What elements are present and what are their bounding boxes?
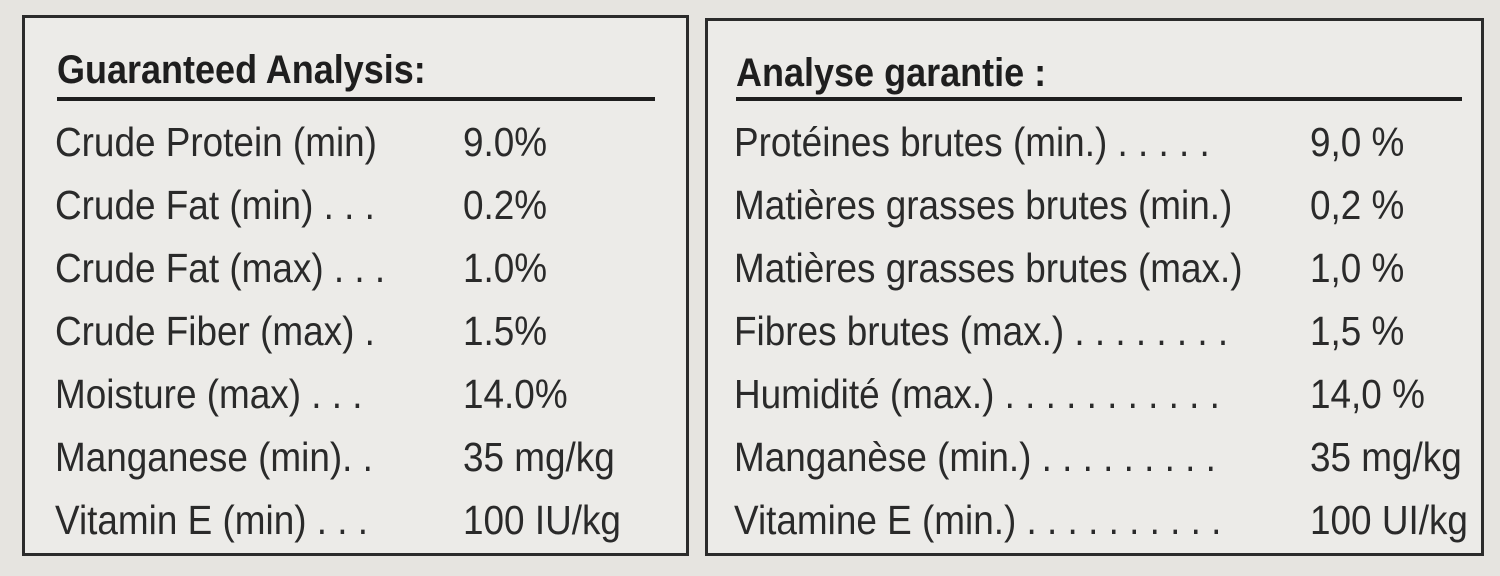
nutrient-value: 0,2 % — [1310, 182, 1405, 228]
nutrient-label: Matières grasses brutes (max.) — [734, 245, 1243, 291]
nutrient-label: Manganese (min). . — [55, 434, 373, 480]
nutrient-label: Crude Protein (min) — [55, 119, 377, 165]
nutrient-value: 1,5 % — [1310, 308, 1405, 354]
nutrient-label: Crude Fat (min) . . . — [55, 182, 375, 228]
nutrient-value: 1.5% — [463, 308, 548, 354]
french-analysis-panel: Analyse garantie : Protéines brutes (min… — [705, 18, 1484, 556]
nutrient-value: 1.0% — [463, 245, 548, 291]
nutrient-value: 1,0 % — [1310, 245, 1405, 291]
nutrient-value: 0.2% — [463, 182, 548, 228]
nutrient-label: Crude Fat (max) . . . — [55, 245, 386, 291]
french-title: Analyse garantie : — [736, 51, 1047, 95]
english-title-underline — [57, 97, 655, 101]
nutrient-label: Humidité (max.) . . . . . . . . . . . — [734, 371, 1220, 417]
nutrient-label: Matières grasses brutes (min.) — [734, 182, 1233, 228]
nutrient-label: Manganèse (min.) . . . . . . . . . — [734, 434, 1216, 480]
nutrient-value: 14,0 % — [1310, 371, 1425, 417]
nutrient-value: 100 IU/kg — [463, 497, 621, 543]
nutrient-label: Protéines brutes (min.) . . . . . — [734, 119, 1210, 165]
nutrient-label: Vitamin E (min) . . . — [55, 497, 369, 543]
french-title-underline — [736, 97, 1462, 101]
english-analysis-panel: Guaranteed Analysis: Crude Protein (min)… — [22, 15, 689, 556]
nutrient-value: 35 mg/kg — [463, 434, 615, 480]
nutrient-value: 9.0% — [463, 119, 548, 165]
nutrient-value: 35 mg/kg — [1310, 434, 1462, 480]
nutrient-label: Crude Fiber (max) . — [55, 308, 375, 354]
nutrient-value: 14.0% — [463, 371, 568, 417]
nutrient-value: 100 UI/kg — [1310, 497, 1468, 543]
english-title: Guaranteed Analysis: — [57, 48, 426, 92]
nutrient-label: Moisture (max) . . . — [55, 371, 363, 417]
nutrient-label: Vitamine E (min.) . . . . . . . . . . — [734, 497, 1222, 543]
nutrient-label: Fibres brutes (max.) . . . . . . . . — [734, 308, 1229, 354]
nutrient-value: 9,0 % — [1310, 119, 1405, 165]
